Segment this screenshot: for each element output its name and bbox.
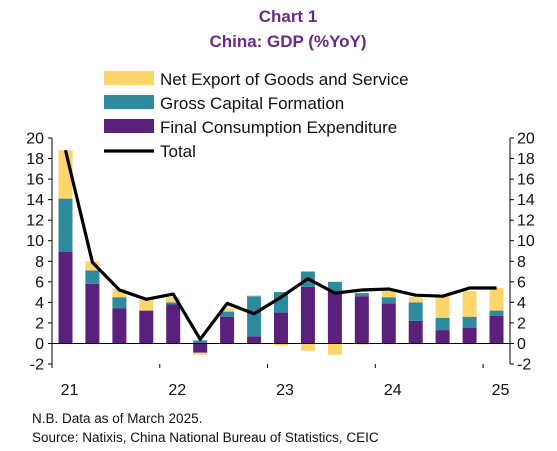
legend: Net Export of Goods and Service Gross Cap… — [104, 70, 409, 161]
bar-final-consumption-expenditure-2025Q1 — [489, 315, 504, 344]
x-tick-label-22: 22 — [168, 382, 186, 399]
bar-final-consumption-expenditure-2024Q1 — [381, 303, 396, 344]
y-tick-label-left: 10 — [26, 233, 44, 250]
y-tick-label-right: 0 — [517, 336, 526, 353]
bar-gross-capital-formation-2022Q2 — [193, 340, 208, 344]
legend-label-net-export-of-goods-and-service: Net Export of Goods and Service — [160, 70, 409, 89]
bar-final-consumption-expenditure-2021Q4 — [139, 310, 154, 344]
bar-gross-capital-formation-2022Q3 — [220, 311, 235, 317]
bar-net-export-of-goods-and-service-2024Q1 — [381, 290, 396, 298]
bar-final-consumption-expenditure-2021Q3 — [112, 308, 127, 344]
plot-area — [58, 149, 504, 355]
legend-label-total: Total — [160, 142, 196, 161]
bar-final-consumption-expenditure-2022Q1 — [166, 304, 181, 344]
bar-final-consumption-expenditure-2023Q1 — [274, 312, 288, 344]
y-tick-label-left: 2 — [35, 315, 44, 332]
bar-gross-capital-formation-2022Q1 — [166, 302, 181, 305]
bar-final-consumption-expenditure-2023Q4 — [354, 296, 369, 344]
bar-gross-capital-formation-2021Q1 — [58, 198, 73, 252]
y-tick-label-right: 6 — [517, 274, 526, 291]
bar-gross-capital-formation-2024Q4 — [462, 316, 477, 328]
bar-net-export-of-goods-and-service-2023Q4 — [354, 343, 369, 345]
y-tick-label-right: 12 — [517, 213, 535, 230]
bar-gross-capital-formation-2024Q1 — [381, 297, 396, 304]
y-tick-label-left: 4 — [35, 295, 44, 312]
bar-net-export-of-goods-and-service-2022Q1 — [166, 297, 181, 303]
y-tick-label-left: 8 — [35, 254, 44, 271]
bar-net-export-of-goods-and-service-2023Q1 — [274, 343, 288, 346]
y-tick-label-right: 8 — [517, 254, 526, 271]
x-tick-label-25: 25 — [492, 382, 510, 399]
source-note: Source: Natixis, China National Bureau o… — [32, 430, 379, 445]
bar-net-export-of-goods-and-service-2021Q2 — [85, 261, 100, 271]
legend-swatch-net-export-of-goods-and-service — [104, 71, 154, 85]
bar-net-export-of-goods-and-service-2023Q2 — [300, 343, 315, 351]
bar-net-export-of-goods-and-service-2021Q4 — [139, 299, 154, 311]
legend-swatch-final-consumption-expenditure — [104, 119, 154, 133]
bar-gross-capital-formation-2021Q2 — [85, 270, 100, 284]
y-tick-label-left: -2 — [30, 357, 44, 374]
bar-final-consumption-expenditure-2024Q4 — [462, 328, 477, 344]
bar-final-consumption-expenditure-2022Q4 — [247, 336, 262, 344]
bar-net-export-of-goods-and-service-2022Q4 — [247, 295, 262, 297]
bar-net-export-of-goods-and-service-2024Q2 — [408, 297, 423, 303]
bar-final-consumption-expenditure-2022Q3 — [220, 316, 235, 344]
data-note: N.B. Data as of March 2025. — [32, 411, 202, 426]
y-tick-label-right: 20 — [517, 131, 535, 148]
bar-final-consumption-expenditure-2024Q2 — [408, 320, 423, 344]
y-tick-label-left: 6 — [35, 274, 44, 291]
bar-final-consumption-expenditure-2023Q3 — [327, 291, 342, 344]
bar-final-consumption-expenditure-2024Q3 — [435, 330, 450, 344]
bar-net-export-of-goods-and-service-2022Q3 — [220, 308, 235, 312]
y-tick-label-left: 14 — [26, 192, 44, 209]
legend-label-final-consumption-expenditure: Final Consumption Expenditure — [160, 118, 397, 137]
legend-label-gross-capital-formation: Gross Capital Formation — [160, 94, 344, 113]
bar-final-consumption-expenditure-2022Q2 — [193, 343, 208, 353]
legend-swatch-gross-capital-formation — [104, 95, 154, 109]
chart-subtitle: China: GDP (%YoY) — [209, 32, 366, 51]
y-tick-label-right: 18 — [517, 151, 535, 168]
bar-net-export-of-goods-and-service-2025Q1 — [489, 288, 504, 311]
bar-gross-capital-formation-2021Q3 — [112, 297, 127, 309]
bar-gross-capital-formation-2024Q2 — [408, 302, 423, 321]
bar-gross-capital-formation-2023Q3 — [327, 281, 342, 291]
bar-net-export-of-goods-and-service-2024Q3 — [435, 296, 450, 318]
y-tick-label-right: -2 — [517, 357, 531, 374]
bar-gross-capital-formation-2023Q1 — [274, 292, 288, 313]
total-line — [63, 149, 497, 341]
bar-gross-capital-formation-2022Q4 — [247, 296, 262, 337]
y-tick-label-left: 20 — [26, 131, 44, 148]
y-tick-label-right: 2 — [517, 315, 526, 332]
y-tick-label-right: 10 — [517, 233, 535, 250]
y-tick-label-left: 12 — [26, 213, 44, 230]
bar-net-export-of-goods-and-service-2024Q4 — [462, 291, 477, 317]
x-tick-label-21: 21 — [61, 382, 79, 399]
bar-final-consumption-expenditure-2021Q1 — [58, 252, 73, 344]
x-tick-label-23: 23 — [276, 382, 294, 399]
bar-gross-capital-formation-2024Q3 — [435, 317, 450, 331]
chart-title: Chart 1 — [259, 7, 318, 26]
bar-net-export-of-goods-and-service-2022Q2 — [193, 352, 208, 355]
bar-net-export-of-goods-and-service-2021Q3 — [112, 289, 127, 298]
bar-final-consumption-expenditure-2021Q2 — [85, 283, 100, 344]
y-tick-label-left: 16 — [26, 172, 44, 189]
x-tick-label-24: 24 — [384, 382, 402, 399]
y-tick-label-right: 14 — [517, 192, 535, 209]
bar-net-export-of-goods-and-service-2023Q3 — [327, 343, 342, 355]
y-tick-label-left: 0 — [35, 336, 44, 353]
y-tick-label-right: 16 — [517, 172, 535, 189]
bar-gross-capital-formation-2025Q1 — [489, 310, 504, 316]
y-tick-label-right: 4 — [517, 295, 526, 312]
bar-gross-capital-formation-2023Q4 — [354, 293, 369, 297]
y-tick-label-left: 18 — [26, 151, 44, 168]
bar-final-consumption-expenditure-2023Q2 — [300, 287, 315, 344]
